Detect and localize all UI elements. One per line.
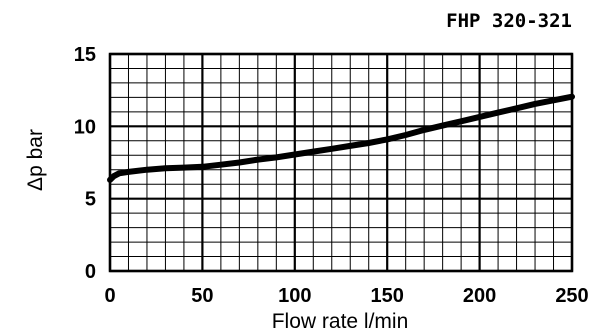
series-layer bbox=[107, 93, 575, 183]
chart-title: FHP 320-321 bbox=[446, 10, 572, 32]
x-tick-label: 200 bbox=[463, 285, 496, 307]
y-tick-label: 15 bbox=[74, 44, 96, 66]
y-tick-label: 10 bbox=[74, 116, 96, 138]
x-tick-label: 100 bbox=[278, 285, 311, 307]
x-tick-label: 150 bbox=[371, 285, 404, 307]
y-tick-label: 0 bbox=[85, 261, 96, 283]
plot-frame bbox=[108, 52, 574, 273]
x-tick-label: 0 bbox=[104, 285, 115, 307]
y-tick-label: 5 bbox=[85, 189, 96, 211]
x-tick-labels: 0 50 100 150 200 250 bbox=[104, 285, 588, 307]
y-axis-label: Δp bar bbox=[24, 129, 47, 191]
x-axis-label: Flow rate l/min bbox=[272, 310, 409, 333]
x-tick-label: 50 bbox=[191, 285, 213, 307]
grid bbox=[108, 52, 574, 273]
series-line-0 bbox=[107, 93, 575, 183]
x-tick-label: 250 bbox=[555, 285, 588, 307]
y-tick-labels: 0 5 10 15 bbox=[74, 44, 96, 283]
